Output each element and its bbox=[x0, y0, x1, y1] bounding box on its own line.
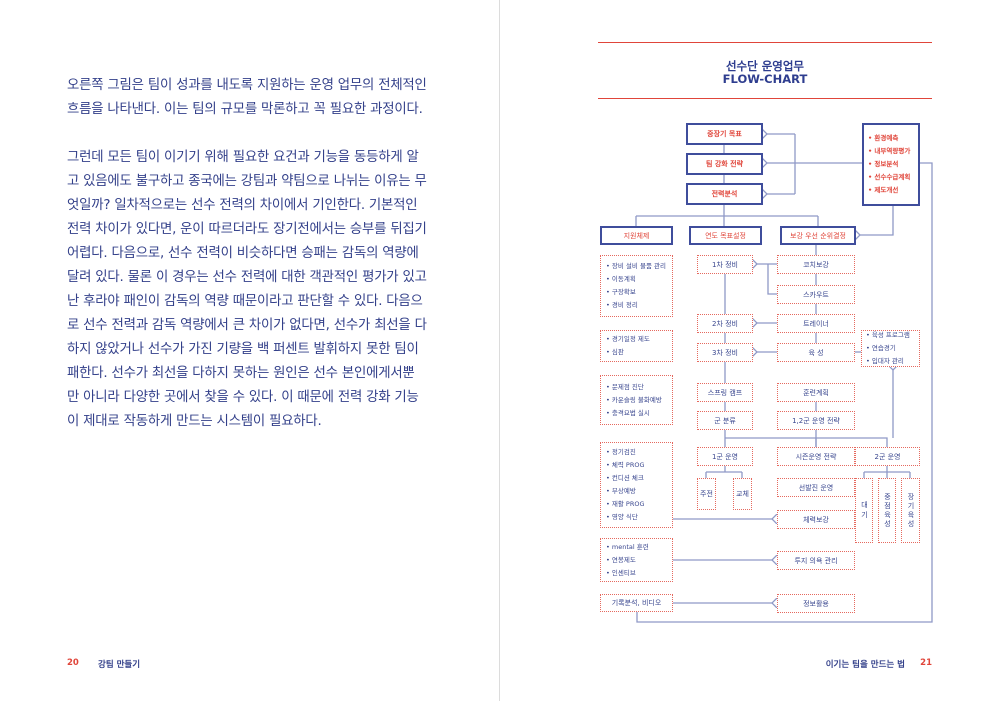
box-support-group-1: 장비 설비 물품 관리 이동계획 구장확보 경비 정리 bbox=[600, 255, 673, 317]
box-support-system: 지원체제 bbox=[600, 226, 673, 245]
chart-title: 선수단 운영업무 bbox=[725, 59, 805, 73]
text-line: 로 선수 전력과 감독 역량에서 큰 차이가 없다면, 선수가 최선을 다 bbox=[67, 318, 427, 333]
box-second-overhaul: 2차 정비 bbox=[697, 314, 753, 333]
box-first-team: 1군 운영 bbox=[697, 447, 753, 466]
left-running-head: 강팀 만들기 bbox=[98, 660, 141, 670]
text-line: 흐름을 나타낸다. 이는 팀의 규모를 막론하고 꼭 필요한 과정이다. bbox=[67, 102, 423, 117]
left-page-number: 20 bbox=[67, 658, 79, 668]
list-item: 정기검진 bbox=[606, 446, 636, 459]
list-item: 경비 정리 bbox=[606, 299, 638, 312]
list-item: 입대자 관리 bbox=[866, 355, 904, 368]
chart-subtitle: FLOW-CHART bbox=[722, 72, 808, 86]
box-coach: 코치보강 bbox=[777, 255, 855, 274]
text-line: 어렵다. 다음으로, 선수 전력이 비슷하다면 승패는 감독의 역량에 bbox=[67, 246, 419, 261]
box-support-group-3: 문제점 진단 카운슬링 불화예방 충격요법 실시 bbox=[600, 375, 673, 425]
text-line: 전력 차이가 있다면, 운이 따르더라도 장기전에서는 승부를 뒤집기 bbox=[67, 222, 427, 237]
text-line: 고 있음에도 불구하고 종국에는 강팀과 약팀으로 나뉘는 이유는 무 bbox=[67, 174, 427, 189]
box-support-group-2: 경기일정 제도 심판 bbox=[600, 330, 673, 362]
title-rule-bottom bbox=[598, 98, 932, 99]
text-line: 달려 있다. 물론 이 경우는 선수 전력에 대한 객관적인 평가가 있고 bbox=[67, 270, 427, 285]
box-inputs: 환경예측 내부역량평가 정보분석 선수수급계획 제도개선 bbox=[862, 123, 920, 206]
list-item: 카운슬링 불화예방 bbox=[606, 394, 662, 407]
book-gutter bbox=[499, 0, 500, 701]
box-fitness: 체력보강 bbox=[777, 510, 855, 529]
box-squad-division: 군 분류 bbox=[697, 411, 753, 430]
box-info-use: 정보활용 bbox=[777, 594, 855, 613]
list-item: 이동계획 bbox=[606, 273, 636, 286]
list-item: 문제점 진단 bbox=[606, 381, 644, 394]
box-second-team: 2군 운영 bbox=[855, 447, 920, 466]
box-reinforcement-priority: 보강 우선 순위결정 bbox=[780, 226, 856, 245]
box-starters: 주전 bbox=[697, 478, 716, 510]
list-item: 경기일정 제도 bbox=[606, 333, 650, 346]
box-trainer: 트레이너 bbox=[777, 314, 855, 333]
box-season-strategy: 시즌운영 전략 bbox=[777, 447, 855, 466]
list-item: 육성 프로그램 bbox=[866, 329, 910, 342]
list-item: 재활 PROG bbox=[606, 498, 645, 511]
text-line: 그런데 모든 팀이 이기기 위해 필요한 요건과 기능을 동등하게 알 bbox=[67, 150, 419, 165]
list-item: 충격요법 실시 bbox=[606, 407, 650, 420]
text-line: 만 아니라 다양한 곳에서 찾을 수 있다. 이 때문에 전력 강화 기능 bbox=[67, 390, 419, 405]
box-team-strategy: 팀 강화 전략 bbox=[686, 153, 763, 175]
box-substitutes: 교체 bbox=[733, 478, 752, 510]
box-record-analysis: 기록분석, 비디오 bbox=[600, 594, 673, 612]
box-spring-camp: 스프링 캠프 bbox=[697, 383, 753, 402]
list-item: 영양 식단 bbox=[606, 511, 638, 524]
box-long-term-development: 장기육성 bbox=[901, 478, 920, 543]
box-training-plan: 훈련계획 bbox=[777, 383, 855, 402]
text-line: 이 제대로 작동하게 만드는 시스템이 필요하다. bbox=[67, 414, 322, 429]
list-item: 장비 설비 물품 관리 bbox=[606, 260, 666, 273]
title-rule-top bbox=[598, 42, 932, 43]
list-item: 연습경기 bbox=[866, 342, 896, 355]
box-focused-development: 중점육성 bbox=[878, 478, 896, 543]
box-squad-strategy: 1,2군 운영 전략 bbox=[777, 411, 855, 430]
list-item: 심판 bbox=[606, 346, 624, 359]
right-page-number: 21 bbox=[920, 658, 932, 668]
box-standby: 대기 bbox=[855, 478, 873, 543]
text-line: 하지 않았거나 선수가 가진 기량을 백 퍼센트 발휘하지 못한 팀이 bbox=[67, 342, 419, 357]
box-first-overhaul: 1차 정비 bbox=[697, 255, 753, 274]
box-third-overhaul: 3차 정비 bbox=[697, 343, 753, 362]
list-item: 컨디션 체크 bbox=[606, 472, 644, 485]
body-text: 오른쪽 그림은 팀이 성과를 내도록 지원하는 운영 업무의 전체적인 흐름을 … bbox=[67, 74, 447, 434]
box-development: 육 성 bbox=[777, 343, 855, 362]
list-item: 부상예방 bbox=[606, 485, 636, 498]
right-running-head: 이기는 팀을 만드는 법 bbox=[825, 660, 905, 670]
list-item: 구장확보 bbox=[606, 286, 636, 299]
list-item: 환경예측 bbox=[868, 132, 898, 145]
text-line: 엇일까? 일차적으로는 선수 전력의 차이에서 기인한다. 기본적인 bbox=[67, 198, 418, 213]
left-page bbox=[0, 0, 499, 701]
box-support-group-5: mental 훈련 연봉제도 인센티브 bbox=[600, 538, 673, 582]
list-item: 인센티브 bbox=[606, 567, 636, 580]
list-item: 제도개선 bbox=[868, 184, 898, 197]
text-line: 오른쪽 그림은 팀이 성과를 내도록 지원하는 운영 업무의 전체적인 bbox=[67, 78, 427, 93]
box-rotation: 선발진 운영 bbox=[777, 478, 855, 497]
list-item: 내부역량평가 bbox=[868, 145, 910, 158]
box-support-group-4: 정기검진 체력 PROG 컨디션 체크 부상예방 재활 PROG 영양 식단 bbox=[600, 442, 673, 528]
list-item: 정보분석 bbox=[868, 158, 898, 171]
box-development-program: 육성 프로그램 연습경기 입대자 관리 bbox=[861, 330, 920, 367]
list-item: mental 훈련 bbox=[606, 541, 649, 554]
text-line: 패한다. 선수가 최선을 다하지 못하는 원인은 선수 본인에게서뿐 bbox=[67, 366, 415, 381]
box-mid-long-term-goal: 중장기 목표 bbox=[686, 123, 763, 145]
box-motivation: 투지 의욕 관리 bbox=[777, 551, 855, 570]
list-item: 선수수급계획 bbox=[868, 171, 910, 184]
box-force-analysis: 전력분석 bbox=[686, 183, 763, 205]
list-item: 체력 PROG bbox=[606, 459, 645, 472]
text-line: 난 후라야 패인이 감독의 역량 때문이라고 판단할 수 있다. 다음으 bbox=[67, 294, 423, 309]
list-item: 연봉제도 bbox=[606, 554, 636, 567]
box-scout: 스카우트 bbox=[777, 285, 855, 304]
box-annual-goal: 연도 목표설정 bbox=[689, 226, 762, 245]
